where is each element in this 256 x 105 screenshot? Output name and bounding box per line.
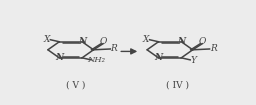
- Text: X: X: [143, 35, 149, 44]
- Text: Y: Y: [191, 56, 197, 65]
- Text: ( V ): ( V ): [66, 81, 85, 90]
- Text: R: R: [210, 45, 217, 53]
- Text: N: N: [55, 53, 63, 62]
- Text: O: O: [100, 37, 107, 46]
- Text: R: R: [111, 45, 117, 53]
- Text: N: N: [154, 53, 163, 62]
- Text: X: X: [44, 35, 50, 44]
- Text: O: O: [199, 37, 206, 46]
- Text: NH₂: NH₂: [88, 56, 105, 64]
- Text: N: N: [78, 37, 86, 46]
- Text: ( IV ): ( IV ): [166, 81, 189, 90]
- Text: N: N: [177, 37, 185, 46]
